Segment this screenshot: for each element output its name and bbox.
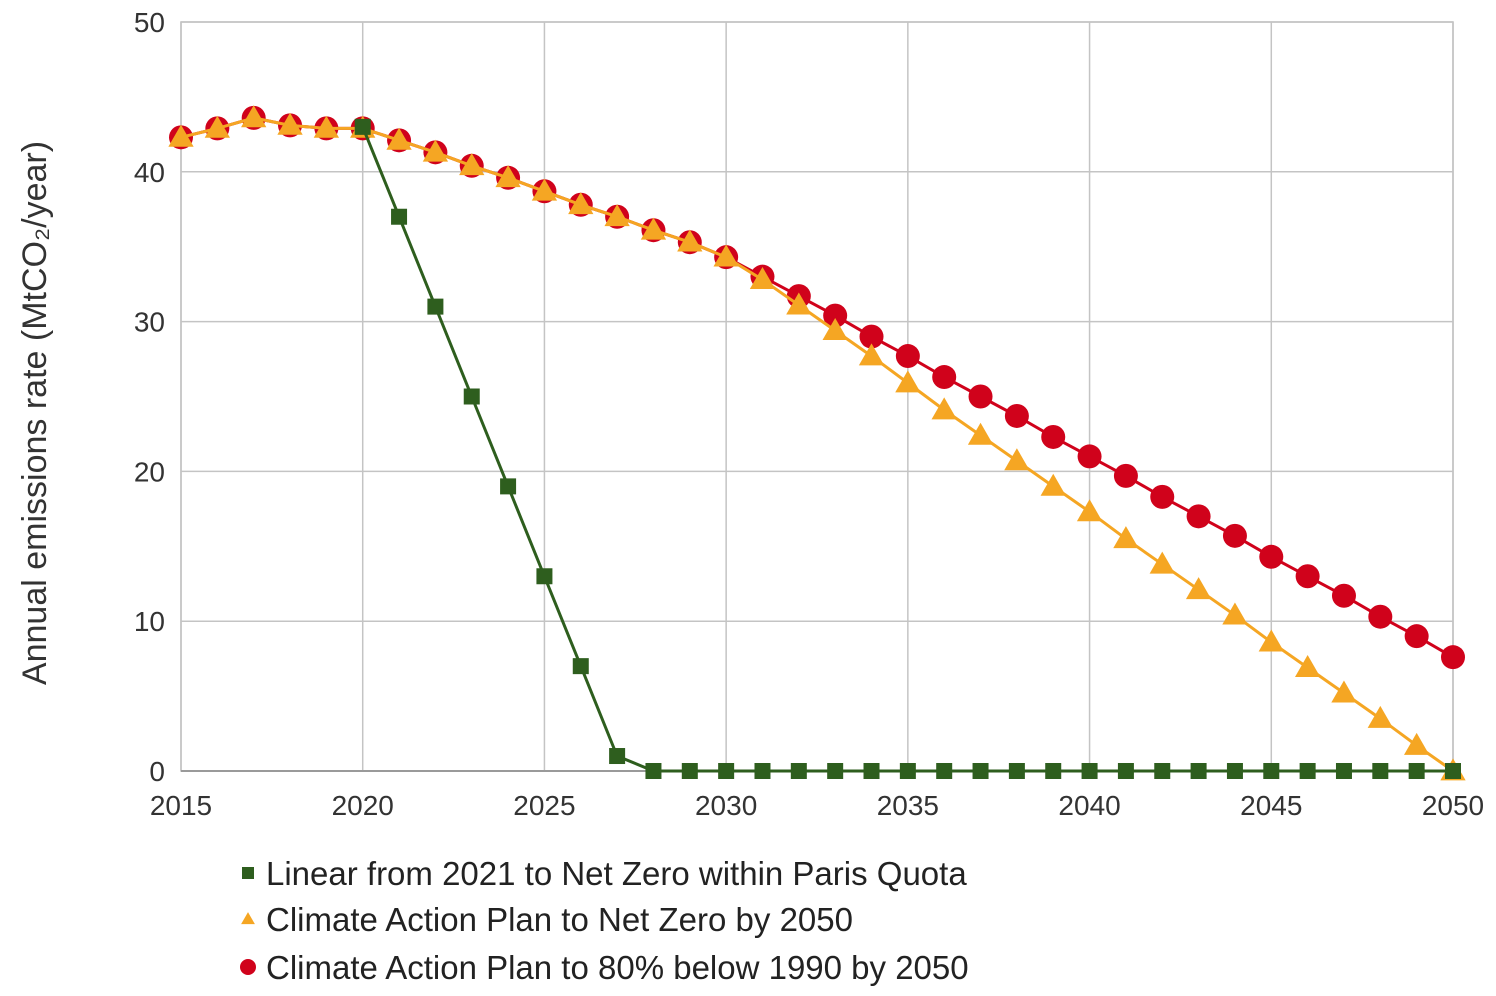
x-tick-label: 2020 [332,790,394,821]
x-tick-label: 2015 [150,790,212,821]
square-marker [827,763,843,779]
square-marker [609,748,625,764]
square-marker [427,299,443,315]
x-tick-label: 2045 [1240,790,1302,821]
square-marker [573,658,589,674]
circle-marker [1187,504,1211,528]
y-axis-label: Annual emissions rate (MtCO₂/year) [16,141,54,685]
legend-label: Linear from 2021 to Net Zero within Pari… [266,855,967,892]
y-tick-label: 30 [134,307,165,338]
circle-marker [1223,524,1247,548]
legend-label: Climate Action Plan to 80% below 1990 by… [266,949,969,986]
square-marker [973,763,989,779]
circle-marker [1405,624,1429,648]
circle-marker [969,385,993,409]
square-marker [1191,763,1207,779]
square-marker [791,763,807,779]
circle-marker [1041,425,1065,449]
y-tick-label: 20 [134,456,165,487]
square-marker [682,763,698,779]
circle-marker [1259,545,1283,569]
circle-marker [1296,564,1320,588]
circle-marker [1005,404,1029,428]
square-marker [1263,763,1279,779]
square-marker [718,763,734,779]
legend: Linear from 2021 to Net Zero within Pari… [240,855,969,986]
square-marker [1336,763,1352,779]
circle-marker [1368,605,1392,629]
legend-swatch [242,867,254,879]
circle-marker [1114,464,1138,488]
square-marker [464,389,480,405]
legend-swatch [240,959,256,975]
y-tick-label: 0 [149,756,165,787]
square-marker [1372,763,1388,779]
x-tick-label: 2035 [877,790,939,821]
square-marker [500,478,516,494]
square-marker [936,763,952,779]
square-marker [1227,763,1243,779]
square-marker [1045,763,1061,779]
circle-marker [1150,485,1174,509]
circle-marker [1078,444,1102,468]
square-marker [536,568,552,584]
x-tick-label: 2040 [1058,790,1120,821]
legend-swatch [241,912,255,924]
circle-marker [896,344,920,368]
x-tick-label: 2025 [513,790,575,821]
y-tick-label: 40 [134,157,165,188]
circle-marker [932,365,956,389]
square-marker [1445,763,1461,779]
square-marker [1154,763,1170,779]
y-tick-label: 10 [134,606,165,637]
square-marker [355,119,371,135]
x-tick-label: 2030 [695,790,757,821]
square-marker [754,763,770,779]
square-marker [900,763,916,779]
legend-label: Climate Action Plan to Net Zero by 2050 [266,901,853,938]
square-marker [1300,763,1316,779]
square-marker [645,763,661,779]
circle-marker [1332,584,1356,608]
square-marker [864,763,880,779]
square-marker [1409,763,1425,779]
square-marker [1009,763,1025,779]
square-marker [391,209,407,225]
circle-marker [1441,645,1465,669]
square-marker [1082,763,1098,779]
square-marker [1118,763,1134,779]
y-tick-label: 50 [134,7,165,38]
x-tick-label: 2050 [1422,790,1484,821]
